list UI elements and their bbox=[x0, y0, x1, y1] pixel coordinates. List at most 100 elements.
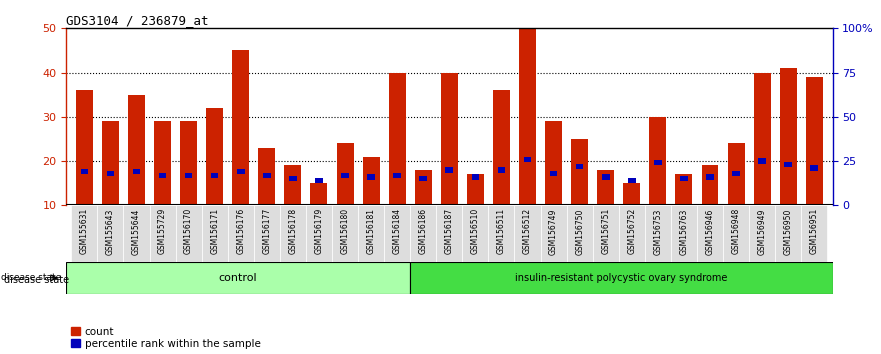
Bar bbox=[107, 171, 115, 176]
Text: GSM155644: GSM155644 bbox=[132, 208, 141, 255]
Bar bbox=[801, 205, 827, 262]
Bar bbox=[723, 205, 749, 262]
Bar bbox=[784, 162, 792, 167]
Bar bbox=[367, 175, 375, 180]
Text: GSM156948: GSM156948 bbox=[731, 208, 741, 255]
Bar bbox=[493, 90, 510, 205]
Bar bbox=[523, 156, 531, 162]
Text: control: control bbox=[218, 273, 257, 283]
Bar bbox=[488, 205, 515, 262]
Bar bbox=[233, 51, 249, 205]
Bar bbox=[624, 183, 640, 205]
Text: GSM156187: GSM156187 bbox=[445, 208, 454, 254]
Bar bbox=[775, 205, 801, 262]
Bar bbox=[254, 205, 280, 262]
Bar bbox=[310, 183, 328, 205]
Text: GSM156511: GSM156511 bbox=[497, 208, 506, 254]
Bar bbox=[332, 205, 358, 262]
Bar bbox=[571, 139, 589, 205]
Bar bbox=[811, 166, 818, 171]
Bar bbox=[285, 166, 301, 205]
Bar bbox=[697, 205, 723, 262]
Text: insulin-resistant polycystic ovary syndrome: insulin-resistant polycystic ovary syndr… bbox=[515, 273, 728, 283]
Text: GSM156763: GSM156763 bbox=[679, 208, 688, 255]
Bar bbox=[498, 167, 506, 172]
Text: GSM156180: GSM156180 bbox=[341, 208, 350, 254]
Text: GSM155729: GSM155729 bbox=[158, 208, 167, 255]
Text: GSM156177: GSM156177 bbox=[263, 208, 271, 255]
Bar bbox=[576, 164, 583, 169]
Text: GSM155631: GSM155631 bbox=[80, 208, 89, 255]
Text: GSM156512: GSM156512 bbox=[523, 208, 532, 254]
Bar bbox=[150, 205, 175, 262]
Bar bbox=[419, 176, 427, 181]
Text: disease state: disease state bbox=[4, 275, 70, 285]
Text: GSM156946: GSM156946 bbox=[706, 208, 714, 255]
Text: disease state: disease state bbox=[2, 273, 62, 282]
Bar bbox=[393, 172, 401, 178]
Bar bbox=[411, 205, 436, 262]
Bar bbox=[680, 176, 688, 181]
Bar bbox=[123, 205, 150, 262]
Bar bbox=[436, 205, 463, 262]
Bar bbox=[676, 175, 692, 205]
Text: GSM156753: GSM156753 bbox=[654, 208, 663, 255]
Bar bbox=[806, 77, 823, 205]
Bar bbox=[566, 205, 593, 262]
Text: GSM156949: GSM156949 bbox=[758, 208, 766, 255]
Bar bbox=[289, 176, 297, 181]
Bar bbox=[389, 73, 405, 205]
Text: GSM156181: GSM156181 bbox=[366, 208, 375, 254]
Bar bbox=[628, 178, 635, 183]
Bar bbox=[237, 169, 245, 175]
Bar bbox=[618, 205, 645, 262]
Bar bbox=[415, 170, 432, 205]
Bar bbox=[133, 169, 140, 175]
Bar bbox=[80, 169, 88, 175]
Bar bbox=[671, 205, 697, 262]
Bar bbox=[732, 171, 740, 176]
Text: GSM156950: GSM156950 bbox=[784, 208, 793, 255]
Bar bbox=[519, 28, 536, 205]
Bar bbox=[728, 143, 744, 205]
Bar bbox=[159, 172, 167, 178]
Bar bbox=[102, 121, 119, 205]
Text: GSM156750: GSM156750 bbox=[575, 208, 584, 255]
Bar bbox=[515, 205, 541, 262]
Bar bbox=[753, 73, 771, 205]
Bar bbox=[128, 95, 145, 205]
Bar bbox=[545, 121, 562, 205]
Bar bbox=[649, 117, 666, 205]
Bar bbox=[780, 68, 796, 205]
Bar bbox=[263, 172, 270, 178]
Text: GSM156176: GSM156176 bbox=[236, 208, 245, 255]
Text: GSM156751: GSM156751 bbox=[601, 208, 611, 255]
Bar bbox=[76, 90, 93, 205]
Bar bbox=[180, 121, 197, 205]
Bar bbox=[593, 205, 618, 262]
Bar bbox=[707, 175, 714, 180]
Text: GDS3104 / 236879_at: GDS3104 / 236879_at bbox=[66, 14, 209, 27]
Bar bbox=[98, 205, 123, 262]
Bar bbox=[358, 205, 384, 262]
Bar bbox=[550, 171, 558, 176]
Text: GSM156171: GSM156171 bbox=[211, 208, 219, 254]
Legend: count, percentile rank within the sample: count, percentile rank within the sample bbox=[71, 327, 261, 349]
Bar bbox=[315, 178, 322, 183]
Bar bbox=[654, 160, 662, 166]
Bar bbox=[463, 205, 488, 262]
Bar bbox=[227, 205, 254, 262]
Bar bbox=[66, 262, 411, 294]
Text: GSM156951: GSM156951 bbox=[810, 208, 818, 255]
Bar bbox=[471, 175, 479, 180]
Bar bbox=[602, 175, 610, 180]
Bar bbox=[749, 205, 775, 262]
Bar bbox=[446, 167, 453, 172]
Bar bbox=[306, 205, 332, 262]
Text: GSM156752: GSM156752 bbox=[627, 208, 636, 255]
Bar bbox=[206, 108, 223, 205]
Bar bbox=[541, 205, 566, 262]
Bar bbox=[411, 262, 833, 294]
Bar bbox=[175, 205, 202, 262]
Bar bbox=[185, 172, 192, 178]
